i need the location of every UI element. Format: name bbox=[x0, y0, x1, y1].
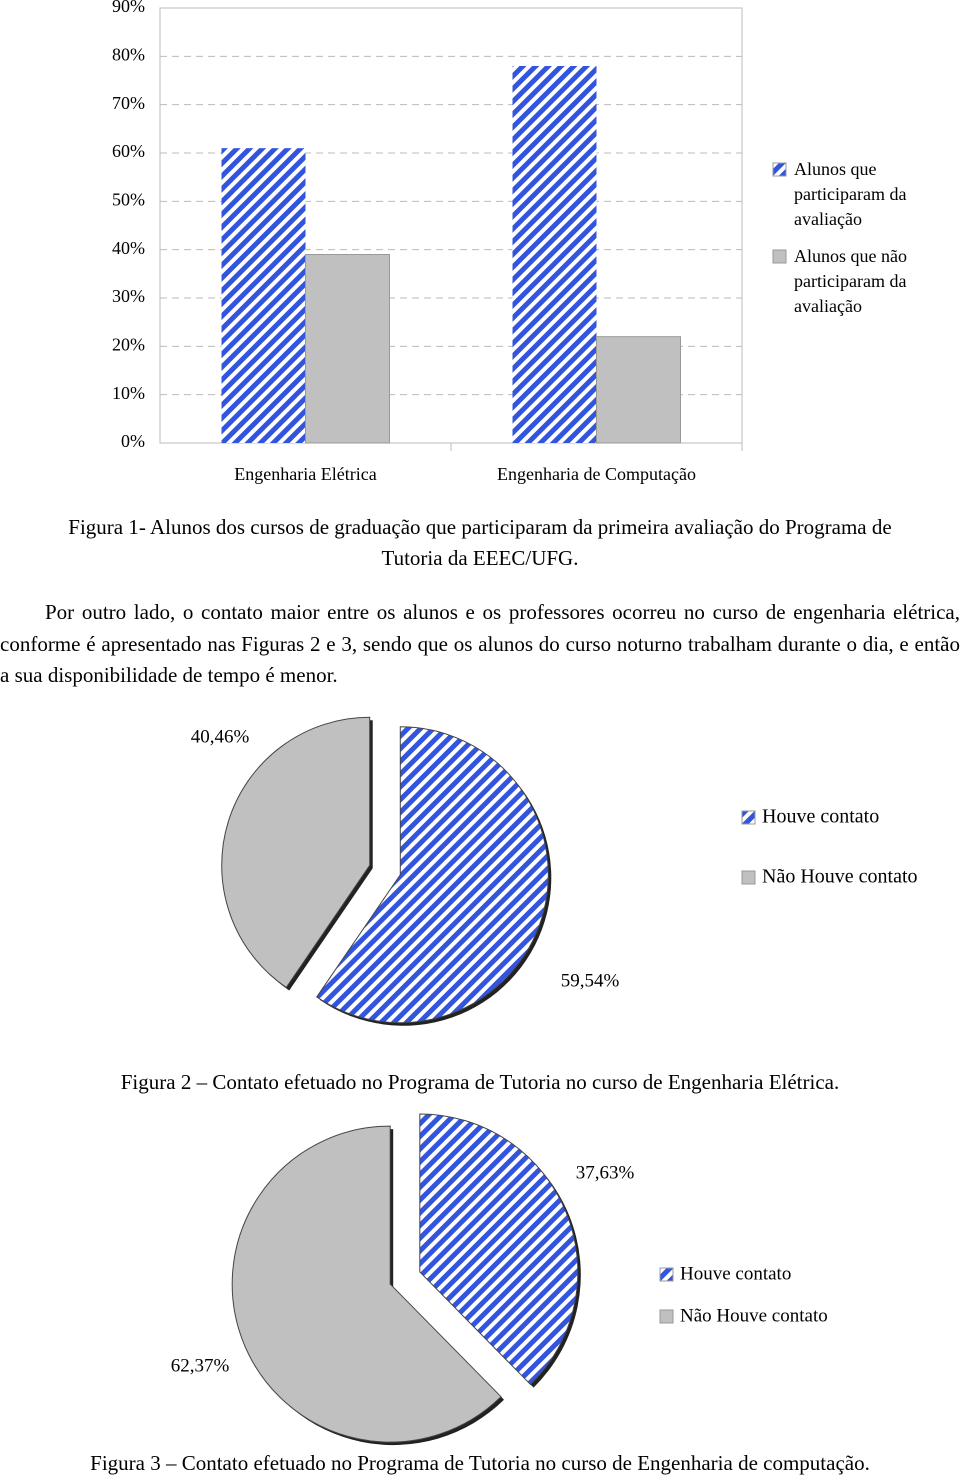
legend-label: Não Houve contato bbox=[680, 1305, 828, 1326]
legend-label: Alunos que participaram da avaliação bbox=[794, 159, 907, 229]
legend-label: Houve contato bbox=[762, 806, 879, 828]
pie-slice bbox=[231, 1125, 502, 1443]
y-tick-label: 20% bbox=[112, 334, 145, 354]
legend-swatch bbox=[772, 162, 787, 177]
value-label: 59,54% bbox=[561, 970, 620, 991]
y-tick-label: 10% bbox=[112, 383, 145, 403]
y-tick-label: 70% bbox=[112, 93, 145, 113]
body-paragraph: Por outro lado, o contato maior entre os… bbox=[0, 600, 960, 687]
bar bbox=[512, 66, 597, 443]
legend-label: Não Houve contato bbox=[762, 866, 918, 888]
figure-caption: Figura 1- Alunos dos cursos de graduação… bbox=[68, 515, 892, 570]
y-tick-label: 0% bbox=[121, 431, 145, 451]
bar bbox=[221, 148, 306, 443]
bar bbox=[596, 336, 681, 444]
y-tick-label: 50% bbox=[112, 189, 145, 209]
value-label: 62,37% bbox=[171, 1355, 230, 1376]
legend-swatch bbox=[659, 1267, 674, 1282]
x-tick-label: Engenharia Elétrica bbox=[234, 464, 376, 484]
legend-swatch bbox=[741, 870, 756, 885]
legend-swatch bbox=[741, 810, 756, 825]
figure-caption: Figura 3 – Contato efetuado no Programa … bbox=[90, 1451, 870, 1475]
y-tick-label: 30% bbox=[112, 286, 145, 306]
x-tick-label: Engenharia de Computação bbox=[497, 464, 696, 484]
y-tick-label: 60% bbox=[112, 141, 145, 161]
y-tick-label: 80% bbox=[112, 44, 145, 64]
bar bbox=[305, 254, 390, 444]
legend-swatch bbox=[772, 249, 787, 264]
y-tick-label: 90% bbox=[112, 0, 145, 16]
value-label: 37,63% bbox=[576, 1162, 635, 1183]
legend-label: Alunos que não participaram da avaliação bbox=[794, 246, 907, 316]
pie-slice bbox=[419, 1113, 579, 1386]
value-label: 40,46% bbox=[191, 726, 250, 747]
pie-slice bbox=[316, 726, 549, 1024]
legend-swatch bbox=[659, 1309, 674, 1324]
legend-label: Houve contato bbox=[680, 1263, 791, 1284]
y-tick-label: 40% bbox=[112, 238, 145, 258]
pie-slice bbox=[221, 716, 371, 989]
figure-caption: Figura 2 – Contato efetuado no Programa … bbox=[120, 1070, 840, 1094]
